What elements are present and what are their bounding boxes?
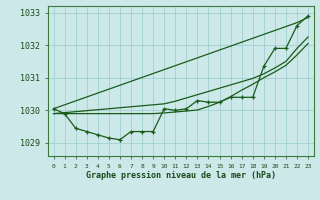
X-axis label: Graphe pression niveau de la mer (hPa): Graphe pression niveau de la mer (hPa)	[86, 171, 276, 180]
